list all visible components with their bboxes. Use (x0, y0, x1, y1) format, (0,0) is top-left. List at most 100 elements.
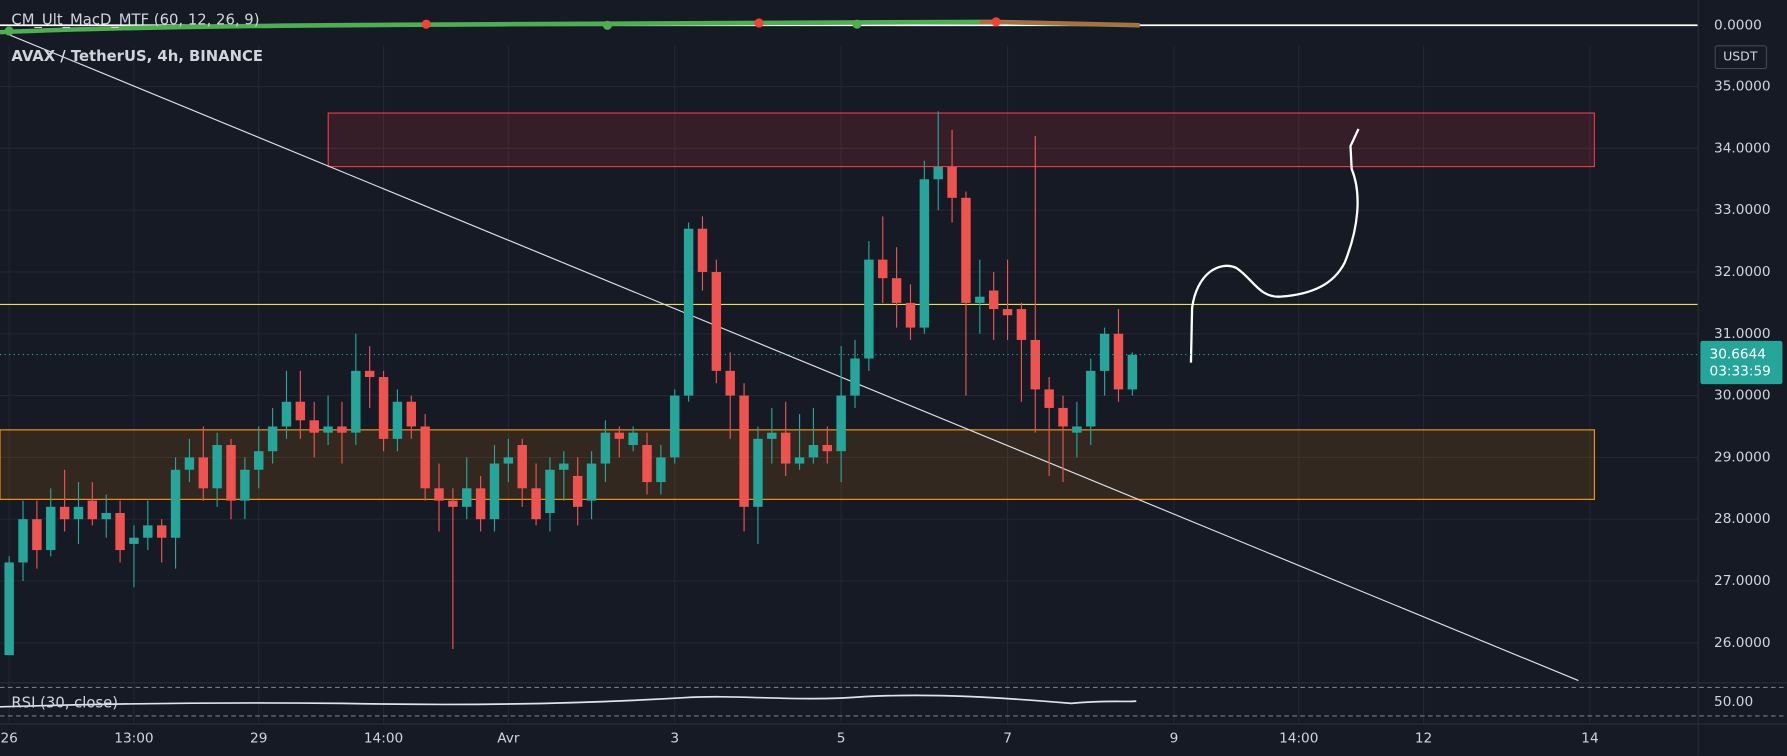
candle-body (240, 469, 250, 501)
y-tick-label: 34.0000 (1714, 140, 1770, 156)
candle-body (337, 426, 347, 433)
candle-body (1099, 333, 1110, 371)
macd-cross (421, 19, 431, 29)
y-tick-label: 27.0000 (1714, 573, 1770, 589)
candle-body (614, 432, 624, 439)
x-tick-label: 7 (1003, 731, 1012, 747)
candle-body (531, 488, 541, 520)
candle-body (1016, 309, 1027, 340)
candle-body (101, 513, 111, 520)
candle-body (503, 457, 514, 464)
candle-body (697, 228, 708, 272)
candle-body (600, 432, 611, 464)
candle-body (198, 457, 208, 489)
x-tick-label: 14:00 (364, 731, 403, 747)
candle-body (850, 358, 860, 396)
candle-body (462, 488, 472, 507)
projection-sketch (1189, 128, 1360, 363)
candle-body (323, 426, 333, 433)
y-tick-label: 29.0000 (1714, 449, 1770, 465)
candles (0, 111, 1699, 656)
candle-body (143, 525, 153, 538)
y-tick-label: 35.0000 (1714, 79, 1770, 95)
candle-body (988, 290, 999, 310)
rsi-line (0, 694, 1137, 708)
candle-body (184, 457, 195, 470)
candle-body (780, 432, 791, 464)
x-tick-label: 26 (0, 731, 17, 747)
candle-body (129, 537, 139, 544)
candle-body (767, 432, 777, 439)
candle-body (351, 370, 361, 433)
y-tick-label: 26.0000 (1714, 635, 1770, 651)
candle-body (156, 525, 167, 538)
candle-body (420, 426, 430, 489)
x-tick-label: 29 (250, 731, 267, 747)
y-tick-label: 31.0000 (1714, 326, 1770, 342)
candle-body (1072, 426, 1082, 433)
candle-body (891, 278, 902, 303)
candle-body (822, 445, 832, 452)
candle-body (46, 506, 56, 551)
candle-body (905, 302, 916, 328)
candle-body (1127, 354, 1138, 390)
candle-body (1030, 339, 1040, 390)
candle-body (808, 445, 819, 458)
candle-body (572, 475, 583, 507)
candle-body (739, 395, 749, 507)
last-price-box (1700, 340, 1783, 385)
candle-body (364, 370, 375, 378)
candle-body (4, 562, 14, 656)
candle-body (642, 445, 652, 483)
candle-body (683, 228, 694, 396)
candle-body (378, 377, 389, 439)
candle-body (559, 463, 569, 470)
y-tick-label: 28.0000 (1714, 511, 1770, 527)
candle-body (656, 457, 666, 483)
candle-body (170, 469, 181, 538)
x-tick-label: 13:00 (114, 731, 153, 747)
macd-cross (991, 17, 1001, 27)
candle-body (267, 426, 278, 452)
candle-body (18, 519, 28, 563)
x-tick-label: 5 (837, 731, 846, 747)
candle-body (254, 451, 264, 470)
x-tick-label: 3 (670, 731, 679, 747)
candle-body (226, 445, 236, 501)
candle-body (295, 401, 306, 421)
support-zone (0, 429, 1595, 500)
candle-body (59, 506, 70, 520)
candle-body (489, 463, 500, 520)
chart-title: AVAX / TetherUS, 4h, BINANCE (11, 48, 263, 65)
countdown: 03:33:59 (1710, 364, 1771, 380)
candle-body (309, 420, 319, 433)
resistance-zone (327, 112, 1595, 168)
x-tick-label: 9 (1170, 731, 1179, 747)
candle-body (919, 179, 930, 328)
y-tick-label: 33.0000 (1714, 202, 1770, 218)
candle-body (392, 401, 403, 439)
candle-body (933, 166, 943, 180)
candle-body (1044, 389, 1054, 408)
macd-line-red (980, 20, 1140, 27)
candle-body (725, 370, 735, 396)
x-tick-label: 14:00 (1279, 731, 1318, 747)
candle-body (448, 500, 458, 507)
candle-body (864, 259, 874, 359)
candle-body (753, 438, 763, 507)
candle-body (975, 296, 985, 303)
candle-body (32, 519, 42, 551)
x-tick-label: Avr (497, 731, 520, 747)
candle-body (434, 488, 444, 501)
candle-body (836, 395, 846, 452)
candle-body (1002, 309, 1013, 316)
rsi-title: RSI (30, close) (11, 694, 118, 711)
candle-body (878, 259, 888, 279)
x-tick-label: 14 (1581, 731, 1598, 747)
macd-cross (4, 26, 14, 36)
candle-body (961, 197, 971, 303)
candle-body (73, 506, 84, 520)
